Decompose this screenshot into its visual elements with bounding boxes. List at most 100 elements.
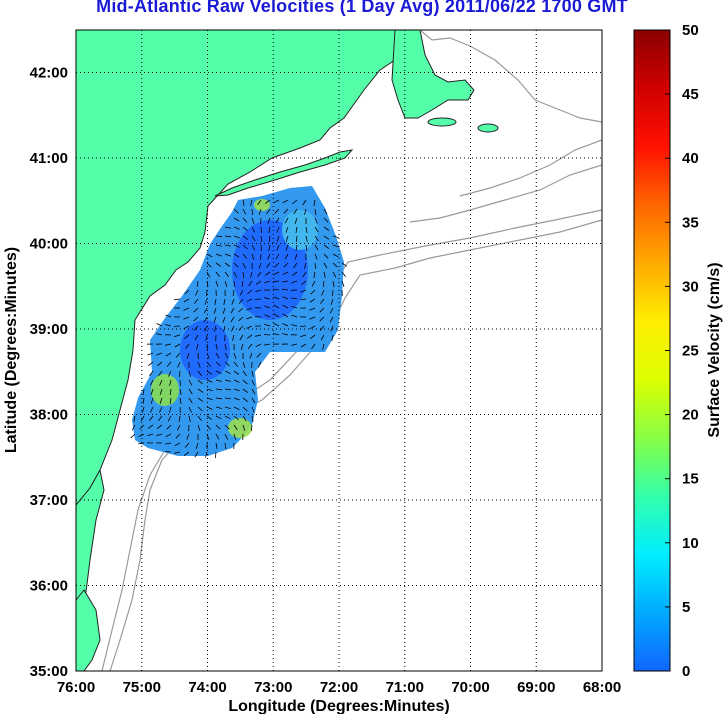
velocity-vector [215, 343, 218, 350]
y-tick-label: 39:00 [30, 321, 68, 338]
velocity-vector [215, 271, 221, 277]
velocity-vector [141, 406, 145, 413]
velocity-vector [205, 334, 208, 341]
velocity-vector [250, 424, 253, 432]
velocity-vector [240, 343, 244, 350]
velocity-vector [224, 379, 231, 382]
velocity-vector [276, 226, 280, 233]
velocity-vector [276, 244, 280, 251]
velocity-vector [131, 424, 136, 431]
velocity-vector [197, 370, 203, 376]
velocity-vector [319, 307, 325, 313]
velocity-vector [309, 307, 316, 311]
velocity-vector [205, 289, 208, 297]
velocity-vector [222, 307, 226, 314]
velocity-vector [282, 199, 289, 204]
velocity-vector [264, 271, 271, 276]
velocity-vector [264, 343, 271, 346]
velocity-vector [238, 316, 244, 322]
velocity-vector [157, 361, 163, 367]
velocity-vector [285, 244, 289, 251]
velocity-vector [284, 217, 289, 224]
velocity-vector [203, 307, 208, 314]
velocity-vector [148, 361, 154, 367]
velocity-vector [197, 415, 202, 422]
colorbar [633, 29, 671, 672]
velocity-vector [186, 352, 190, 359]
velocity-vector [302, 271, 307, 278]
velocity-vector [165, 352, 172, 357]
velocity-vector [142, 388, 145, 395]
velocity-vector [242, 217, 248, 223]
velocity-vector [179, 388, 182, 395]
velocity-vector [195, 289, 199, 296]
velocity-vector [251, 397, 256, 404]
colorbar-tick-label: 0 [682, 663, 690, 680]
velocity-vector [215, 235, 223, 238]
velocity-vector [224, 388, 231, 391]
velocity-vector [276, 235, 280, 242]
velocity-vector [224, 442, 227, 449]
velocity-vector [267, 217, 271, 224]
velocity-vector [260, 253, 262, 261]
velocity-vector [238, 307, 244, 313]
colorbar-tick-label: 20 [682, 407, 699, 424]
velocity-vector [169, 379, 172, 386]
velocity-vector [149, 370, 154, 377]
velocity-vector [291, 314, 298, 318]
colorbar-tick-label: 25 [682, 343, 699, 360]
colorbar-tick-label: 35 [682, 214, 699, 231]
velocity-vector [142, 397, 145, 404]
velocity-vector [186, 433, 190, 440]
velocity-vector [159, 406, 163, 413]
velocity-vector [258, 361, 262, 368]
velocity-vector [251, 244, 256, 251]
velocity-vector [260, 244, 262, 252]
velocity-vector [165, 433, 172, 438]
velocity-vector [233, 217, 240, 222]
colorbar-tick-label: 5 [682, 599, 690, 616]
y-tick-label: 41:00 [30, 150, 68, 167]
velocity-vector [150, 379, 154, 386]
velocity-vector [166, 424, 172, 430]
velocity-vector [314, 244, 319, 251]
velocity-vector [224, 397, 231, 400]
velocity-vector [305, 226, 308, 233]
velocity-vector [242, 271, 245, 278]
velocity-vector [169, 406, 172, 413]
velocity-vector [309, 298, 316, 303]
velocity-vector [319, 325, 325, 331]
velocity-vector [159, 397, 163, 404]
velocity-vector [282, 271, 289, 276]
velocity-vector [295, 235, 298, 243]
velocity-vector [215, 379, 222, 382]
y-tick-label: 37:00 [30, 492, 68, 509]
velocity-vector [223, 298, 226, 305]
velocity-vector [304, 262, 307, 269]
velocity-vector [165, 314, 172, 318]
velocity-vector [248, 280, 253, 287]
map-title: Mid-Atlantic Raw Velocities (1 Day Avg) … [96, 0, 628, 16]
velocity-vector [215, 451, 217, 459]
velocity-vector [242, 379, 248, 385]
current-fast-patch-south [228, 418, 252, 438]
velocity-vector [319, 316, 325, 322]
velocity-vector [233, 253, 240, 258]
colorbar-tick-label: 10 [682, 535, 699, 552]
velocity-vector [256, 352, 262, 358]
velocity-vector [255, 334, 262, 337]
velocity-vector [233, 352, 237, 359]
velocity-vector [224, 424, 230, 430]
velocity-vector [251, 226, 256, 233]
velocity-vector [224, 280, 228, 287]
velocity-vector [273, 280, 280, 283]
velocity-vector [233, 424, 238, 431]
velocity-vector [241, 280, 244, 287]
velocity-vector [150, 406, 154, 413]
velocity-vector [215, 442, 218, 449]
velocity-vector [205, 451, 208, 458]
velocity-vector [179, 379, 181, 387]
velocity-vector [313, 271, 316, 278]
velocity-vector [331, 289, 334, 297]
velocity-vector [224, 433, 229, 440]
